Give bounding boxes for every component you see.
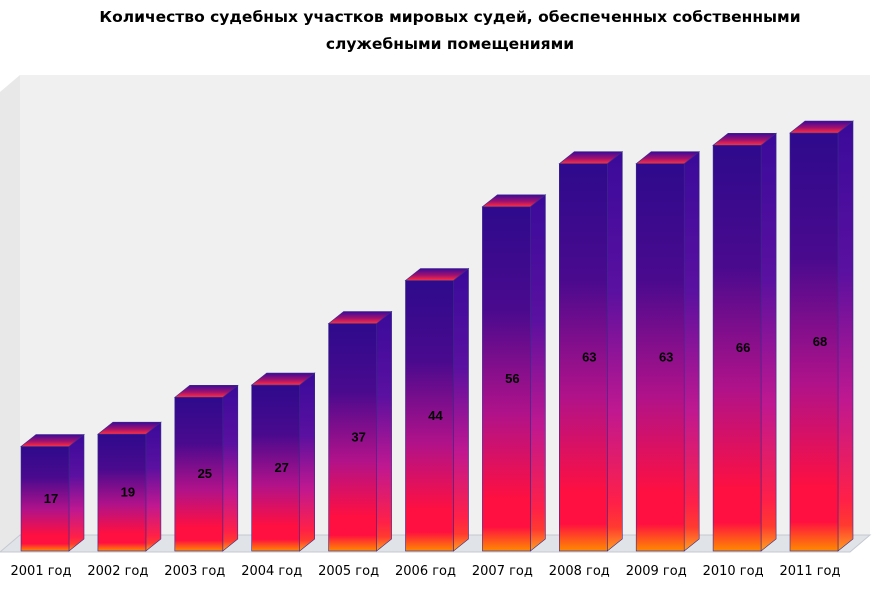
bar-7: 56 <box>481 194 547 552</box>
data-label: 27 <box>274 460 288 475</box>
bar-2: 19 <box>97 421 162 552</box>
x-tick-label: 2006 год <box>395 564 456 579</box>
bar-front <box>789 132 839 552</box>
bar-side <box>683 151 700 552</box>
bar-side <box>606 151 623 552</box>
x-tick-label: 2002 год <box>87 564 148 579</box>
bar-top <box>327 311 393 324</box>
bar-side <box>760 132 777 552</box>
x-tick-label: 2010 год <box>703 564 764 579</box>
x-tick-label: 2003 год <box>164 564 225 579</box>
chart-left-wall <box>0 75 20 552</box>
bar-9: 63 <box>635 151 701 552</box>
bar-side <box>530 194 546 552</box>
bar-top <box>789 120 854 134</box>
bar-top <box>250 372 316 386</box>
data-label: 19 <box>121 485 135 500</box>
data-label: 66 <box>736 340 750 355</box>
bar-top <box>712 132 777 146</box>
bar-front <box>712 144 762 552</box>
bar-front <box>405 280 454 552</box>
data-label: 37 <box>351 429 365 444</box>
data-label: 44 <box>428 408 443 423</box>
bar-3: 25 <box>173 384 239 552</box>
bar-front <box>482 206 531 552</box>
bar-side <box>376 310 392 552</box>
bar-front <box>635 163 685 552</box>
bar-front <box>97 433 147 552</box>
x-tick-label: 2008 год <box>549 564 610 579</box>
x-tick-label: 2011 год <box>780 564 841 579</box>
data-label: 68 <box>813 334 827 349</box>
bar-front <box>558 163 608 552</box>
bar-side <box>222 384 239 552</box>
bar-side <box>453 267 469 552</box>
x-tick-label: 2001 год <box>11 564 72 579</box>
bar-11: 68 <box>789 120 854 552</box>
x-tick-label: 2009 год <box>626 564 687 579</box>
bar-top <box>97 421 162 435</box>
bar-front <box>251 384 300 552</box>
bar-front <box>174 397 224 552</box>
bar-top <box>481 194 547 208</box>
x-tick-label: 2005 год <box>318 564 379 579</box>
bar-front <box>20 446 70 552</box>
data-label: 56 <box>505 371 519 386</box>
bar-5: 37 <box>327 310 393 552</box>
bar-top <box>558 151 624 165</box>
bar-front <box>328 323 377 552</box>
bar-1: 17 <box>20 433 85 552</box>
bar-6: 44 <box>404 267 470 552</box>
bar-4: 27 <box>250 372 316 552</box>
bar-top <box>173 385 239 398</box>
bar-side <box>299 372 316 552</box>
bar-8: 63 <box>558 151 624 552</box>
bar-top <box>20 434 85 447</box>
bar-top <box>404 268 470 281</box>
bar-side <box>145 421 162 552</box>
bar-10: 66 <box>712 132 777 552</box>
x-tick-label: 2007 год <box>472 564 533 579</box>
data-label: 17 <box>44 491 58 506</box>
data-label: 63 <box>659 349 673 364</box>
bar-side <box>837 120 854 552</box>
bar-side <box>68 433 85 552</box>
data-label: 25 <box>198 466 212 481</box>
chart-title: Количество судебных участков мировых суд… <box>99 8 801 53</box>
data-label: 63 <box>582 349 596 364</box>
bars-group: 17 19 25 27 37 44 56 63 63 66 68 <box>20 120 854 552</box>
x-axis-labels: 2001 год 2002 год 2003 год 2004 год 2005 год… <box>11 564 841 579</box>
bar-top <box>635 151 701 165</box>
x-tick-label: 2004 год <box>241 564 302 579</box>
